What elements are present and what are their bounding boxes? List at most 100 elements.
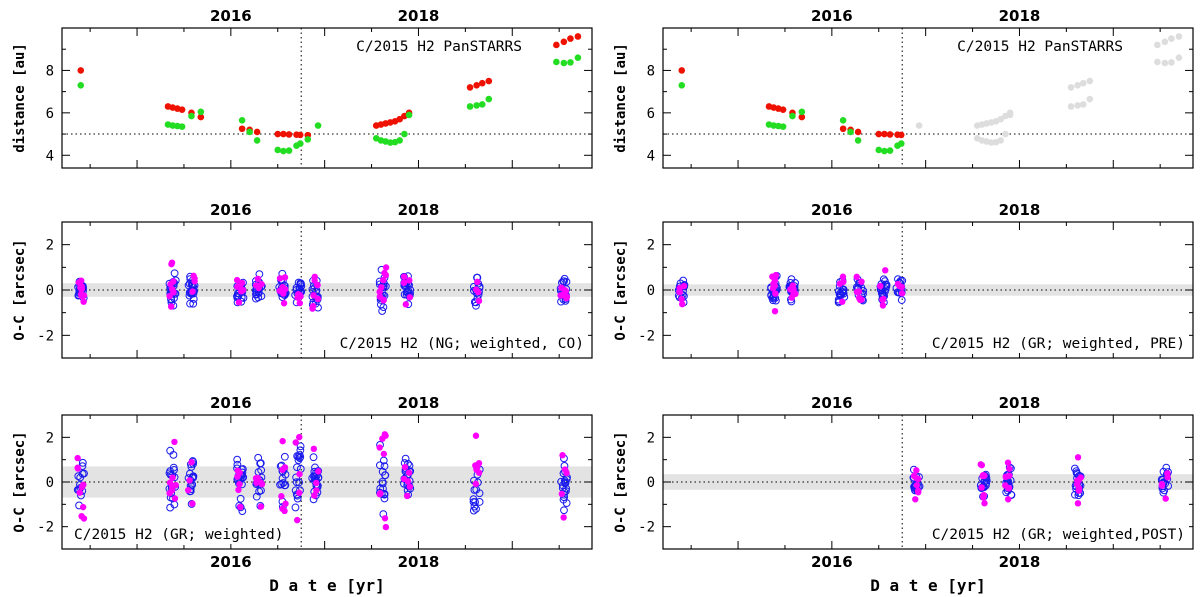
filled-residual-point (79, 503, 87, 511)
y-axis-label: O-C [arcsec] (613, 431, 629, 532)
y-axis-label: distance [au] (12, 43, 28, 153)
plot-frame (61, 27, 593, 169)
filled-residual-point (189, 288, 196, 295)
y-tick-label: 2 (46, 238, 54, 254)
filled-residual-point (981, 500, 988, 507)
filled-residual-point (1164, 470, 1171, 477)
data-points (909, 454, 1173, 507)
filled-residual-point (680, 282, 688, 290)
distance-point (485, 77, 493, 85)
distance-point (1067, 103, 1075, 110)
filled-residual-point (309, 305, 316, 312)
plot-frame (662, 27, 1194, 169)
filled-residual-point (315, 468, 322, 475)
distance-point (466, 84, 474, 91)
open-residual-point (169, 450, 178, 459)
open-residual-point (296, 279, 305, 288)
open-residual-point (378, 307, 387, 315)
y-tick-label: -2 (37, 520, 54, 536)
distance-point (1168, 35, 1175, 42)
open-residual-point (170, 269, 179, 278)
filled-residual-point (880, 295, 887, 303)
open-residual-point (897, 296, 906, 304)
filled-residual-point (679, 300, 686, 308)
distance-point (197, 108, 205, 116)
filled-residual-point (238, 288, 245, 295)
filled-residual-point (80, 481, 87, 489)
filled-residual-point (914, 475, 922, 483)
filled-residual-point (1002, 473, 1009, 481)
distance-point (915, 122, 923, 129)
filled-residual-point (898, 290, 906, 297)
distance-point (553, 58, 560, 66)
filled-residual-point (1075, 487, 1083, 494)
filled-residual-point (913, 467, 920, 474)
top-year-label: 2018 (398, 7, 440, 25)
distance-point (567, 59, 574, 66)
filled-residual-point (279, 466, 286, 473)
filled-residual-point (169, 474, 176, 481)
panel-title: C/2015 H2 PanSTARRS (356, 39, 522, 55)
distance-point (1067, 84, 1075, 91)
filled-residual-point (406, 483, 414, 490)
open-residual-point (278, 474, 287, 483)
filled-residual-point (1005, 484, 1013, 492)
distance-point (1074, 81, 1081, 89)
y-tick-label: -2 (37, 328, 54, 344)
filled-residual-point (167, 281, 174, 288)
filled-residual-point (912, 496, 919, 503)
distance-point (1175, 54, 1183, 61)
filled-residual-point (979, 471, 987, 479)
distance-point (274, 130, 282, 138)
open-residual-point (281, 481, 290, 490)
filled-residual-point (171, 438, 178, 446)
distance-point (854, 128, 862, 136)
y-tick-label: 2 (647, 238, 655, 254)
top-year-label: 2016 (210, 7, 252, 25)
distance-point (798, 108, 806, 116)
filled-residual-point (296, 299, 303, 307)
open-residual-point (233, 455, 242, 464)
distance-point (285, 147, 293, 154)
distance-point (997, 115, 1004, 123)
title-background (68, 524, 292, 544)
filled-residual-point (405, 469, 413, 476)
filled-residual-point (276, 275, 284, 282)
open-residual-point (401, 454, 410, 463)
open-residual-point (184, 281, 193, 290)
distance-point (886, 147, 894, 154)
axis-ticks (62, 27, 592, 168)
distance-point (1154, 41, 1161, 49)
filled-residual-point (914, 487, 922, 495)
open-residual-point (296, 453, 305, 461)
filled-residual-point (381, 515, 389, 522)
distance-point (779, 106, 787, 113)
data-points (73, 431, 571, 531)
open-residual-point (839, 289, 848, 298)
filled-residual-point (186, 477, 193, 484)
distance-point (1161, 59, 1169, 67)
filled-residual-point (877, 282, 884, 290)
open-residual-point (189, 472, 197, 481)
open-residual-point (293, 452, 302, 460)
filled-residual-point (1077, 474, 1084, 481)
distance-point (560, 38, 568, 46)
filled-residual-point (294, 516, 301, 524)
distance-point (485, 95, 493, 103)
distance-point (881, 147, 888, 155)
filled-residual-point (771, 307, 779, 315)
open-residual-point (279, 479, 288, 487)
open-residual-point (560, 274, 569, 283)
filled-residual-point (406, 277, 413, 284)
y-tick-label: 0 (46, 283, 54, 299)
y-tick-label: 0 (647, 475, 655, 491)
filled-residual-point (278, 493, 285, 500)
filled-residual-point (280, 300, 288, 307)
filled-residual-point (171, 495, 179, 502)
panel-title: C/2015 H2 (NG; weighted, CO) (340, 336, 584, 352)
filled-residual-point (382, 264, 390, 271)
distance-point (188, 112, 195, 120)
open-residual-point (881, 277, 889, 286)
filled-residual-point (296, 433, 303, 441)
top-year-label: 2016 (811, 201, 853, 219)
